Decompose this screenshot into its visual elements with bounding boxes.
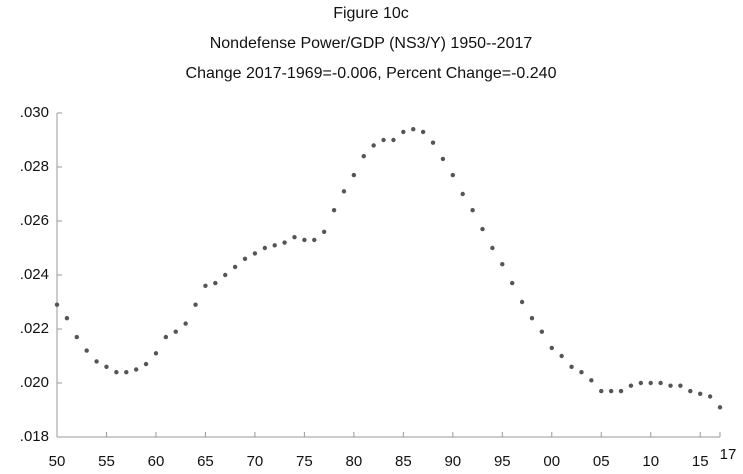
data-point — [173, 329, 178, 334]
data-point — [569, 364, 574, 369]
y-tick-label: .030 — [20, 104, 49, 121]
data-point — [539, 329, 545, 334]
data-point — [411, 127, 416, 132]
data-point — [292, 235, 297, 240]
chart-subtitle: Nondefense Power/GDP (NS3/Y) 1950--2017 — [210, 35, 533, 52]
data-point — [272, 243, 277, 248]
y-tick-label: .022 — [20, 320, 49, 337]
data-point — [193, 302, 198, 307]
data-point — [678, 383, 683, 388]
data-point — [589, 378, 594, 383]
data-point — [717, 405, 723, 410]
data-point — [143, 361, 149, 367]
x-tick-label: 10 — [642, 453, 659, 470]
data-point — [232, 264, 238, 270]
data-point — [618, 388, 624, 394]
data-point — [529, 316, 535, 321]
data-point — [282, 240, 287, 245]
data-point — [312, 237, 317, 243]
data-point — [559, 353, 564, 359]
data-point — [648, 380, 653, 386]
data-point — [688, 388, 693, 394]
data-point — [658, 380, 663, 386]
data-point — [450, 172, 456, 178]
data-point — [104, 364, 109, 369]
data-point — [599, 388, 604, 394]
data-point — [213, 280, 218, 286]
x-tick-label: 55 — [98, 453, 115, 470]
data-point — [401, 129, 406, 135]
data-point — [84, 348, 89, 353]
data-point — [124, 370, 129, 375]
chart-annotation: Change 2017-1969=-0.006, Percent Change=… — [186, 65, 557, 82]
x-tick-label: 85 — [395, 453, 412, 470]
data-point — [183, 321, 188, 326]
data-point — [74, 334, 79, 340]
data-point — [321, 229, 327, 234]
x-tick-label: 17 — [720, 446, 737, 463]
y-tick-label: .020 — [20, 374, 49, 391]
y-tick-label: .026 — [20, 212, 49, 229]
chart-title: Figure 10c — [333, 5, 409, 22]
data-point — [480, 226, 485, 232]
x-tick-label: 65 — [197, 453, 214, 470]
data-point — [420, 129, 426, 135]
data-point — [223, 272, 228, 278]
data-point — [114, 370, 119, 375]
x-tick-label: 70 — [247, 453, 264, 470]
data-point — [163, 334, 169, 340]
data-point — [509, 280, 515, 286]
data-point — [490, 245, 495, 251]
data-point — [500, 262, 505, 267]
data-point — [153, 351, 159, 356]
x-tick-label: 15 — [692, 453, 709, 470]
data-point — [262, 245, 268, 251]
data-point — [579, 370, 584, 375]
data-point — [470, 208, 475, 213]
data-point — [430, 140, 436, 145]
data-point — [381, 137, 386, 143]
data-point — [361, 154, 366, 159]
data-point — [94, 359, 99, 364]
data-point — [707, 394, 713, 399]
data-point — [460, 191, 465, 197]
data-point — [549, 345, 554, 351]
x-tick-label: 50 — [49, 453, 66, 470]
x-tick-label: 95 — [494, 453, 511, 470]
x-tick-label: 05 — [593, 453, 610, 470]
data-point — [54, 302, 60, 307]
data-point — [608, 388, 614, 394]
data-point — [252, 251, 258, 256]
x-tick-label: 75 — [296, 453, 313, 470]
data-point — [331, 208, 337, 213]
data-point — [203, 283, 208, 288]
data-point — [440, 156, 446, 162]
data-point — [698, 391, 703, 396]
y-tick-label: .018 — [20, 428, 49, 445]
data-point — [242, 256, 248, 261]
data-point — [302, 237, 307, 243]
data-point — [519, 299, 525, 305]
data-point — [341, 189, 347, 194]
data-point — [668, 383, 673, 388]
data-point — [133, 367, 139, 372]
data-point — [351, 172, 357, 178]
data-point — [64, 316, 70, 321]
data-point — [371, 143, 376, 148]
x-tick-label: 60 — [148, 453, 165, 470]
x-tick-label: 80 — [346, 453, 363, 470]
x-tick-label: 00 — [543, 453, 560, 470]
data-point — [638, 380, 644, 386]
y-tick-label: .028 — [20, 158, 49, 175]
data-point — [391, 137, 396, 143]
data-point — [628, 383, 634, 388]
x-tick-label: 90 — [444, 453, 461, 470]
y-tick-label: .024 — [20, 266, 49, 283]
